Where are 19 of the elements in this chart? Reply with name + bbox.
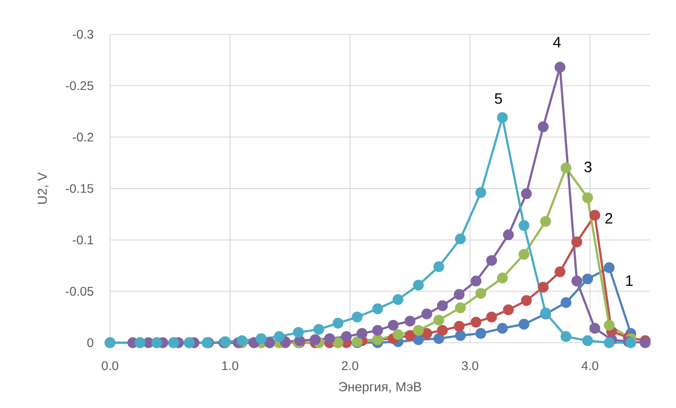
x-tick-label: 2.0 bbox=[342, 361, 358, 370]
y-tick-label: -0.2 bbox=[72, 132, 94, 142]
y-tick-label: -0.05 bbox=[66, 286, 94, 296]
y-tick-label: -0.1 bbox=[72, 235, 94, 244]
x-axis-title: Энергия, МэВ bbox=[338, 382, 422, 394]
y-tick-label: -0.3 bbox=[72, 30, 94, 39]
series-label: 5 bbox=[494, 93, 502, 104]
y-axis-title: U2, V bbox=[38, 172, 48, 204]
x-tick-label: 1.0 bbox=[222, 361, 238, 370]
x-tick-label: 0.0 bbox=[102, 361, 118, 370]
x-tick-label: 4.0 bbox=[582, 361, 598, 370]
y-tick-label: 0 bbox=[87, 338, 94, 348]
series-label: 3 bbox=[584, 162, 592, 172]
x-tick-label: 3.0 bbox=[462, 361, 478, 370]
y-tick-label: -0.15 bbox=[66, 184, 94, 193]
series-label: 1 bbox=[626, 276, 633, 286]
series-label: 2 bbox=[605, 213, 612, 224]
y-tick-label: -0.25 bbox=[66, 81, 94, 90]
series-label: 4 bbox=[553, 37, 561, 48]
